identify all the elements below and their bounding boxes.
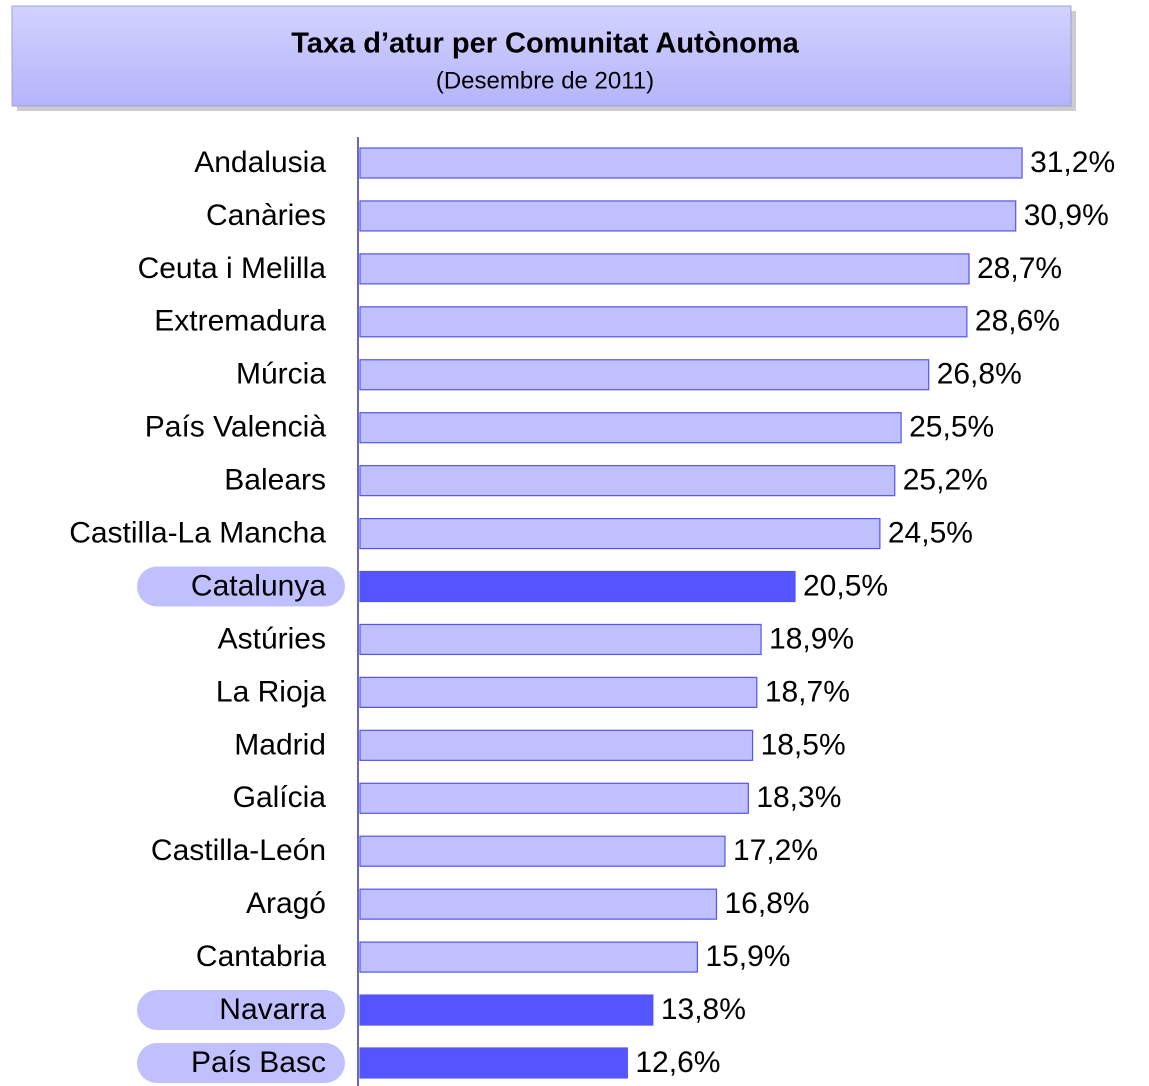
category-label: Múrcia [236, 358, 326, 391]
value-label: 30,9% [1024, 199, 1109, 232]
category-label: Balears [224, 464, 326, 497]
bar [359, 888, 718, 920]
value-label: 17,2% [733, 834, 818, 867]
category-label: Castilla-León [151, 834, 326, 867]
bar [359, 147, 1023, 179]
bar [359, 200, 1017, 232]
label-highlight [137, 566, 345, 607]
category-label: Galícia [233, 781, 327, 814]
chart-subtitle: (Desembre de 2011) [436, 67, 654, 94]
category-label: Catalunya [191, 569, 326, 602]
value-label: 18,7% [765, 675, 850, 708]
bar [359, 412, 902, 444]
bar [359, 306, 968, 338]
category-label: Aragó [246, 887, 326, 920]
category-label: Canàries [206, 199, 326, 232]
value-label: 12,6% [635, 1046, 720, 1079]
bar [359, 623, 762, 656]
value-label: 28,7% [977, 252, 1062, 285]
value-label: 25,5% [909, 411, 994, 444]
category-label: Navarra [219, 993, 326, 1026]
category-label: Cantabria [196, 940, 326, 973]
category-label: Astúries [218, 622, 326, 655]
bar [359, 465, 896, 497]
label-highlight [137, 1042, 345, 1083]
bar [359, 835, 726, 867]
bar [359, 253, 970, 285]
value-label: 20,5% [803, 569, 888, 602]
value-label: 16,8% [724, 887, 809, 920]
bar [359, 994, 654, 1026]
bar [359, 1047, 628, 1079]
value-label: 31,2% [1030, 146, 1115, 179]
value-label: 15,9% [705, 940, 790, 973]
value-label: 24,5% [888, 517, 973, 550]
category-label: País Valencià [145, 411, 327, 444]
bar [359, 782, 749, 814]
value-label: 13,8% [661, 993, 746, 1026]
value-label: 26,8% [937, 358, 1022, 391]
bar [359, 729, 754, 761]
title-box [11, 5, 1072, 107]
category-label: Andalusia [194, 146, 326, 179]
bar [359, 570, 796, 603]
label-highlight [137, 990, 345, 1031]
bar [359, 941, 698, 973]
value-label: 18,5% [761, 728, 846, 761]
category-label: Extremadura [154, 305, 326, 338]
category-label: Ceuta i Melilla [138, 252, 327, 285]
bar [359, 359, 930, 391]
value-label: 28,6% [975, 305, 1060, 338]
category-label: Castilla-La Mancha [69, 517, 326, 550]
value-label: 25,2% [903, 464, 988, 497]
category-label: Madrid [234, 728, 326, 761]
category-label: País Basc [191, 1046, 326, 1079]
value-label: 18,9% [769, 622, 854, 655]
chart-title: Taxa d’atur per Comunitat Autònoma [291, 28, 799, 60]
bar [359, 517, 881, 550]
bar [359, 676, 758, 709]
value-label: 18,3% [756, 781, 841, 814]
category-label: La Rioja [216, 675, 326, 708]
